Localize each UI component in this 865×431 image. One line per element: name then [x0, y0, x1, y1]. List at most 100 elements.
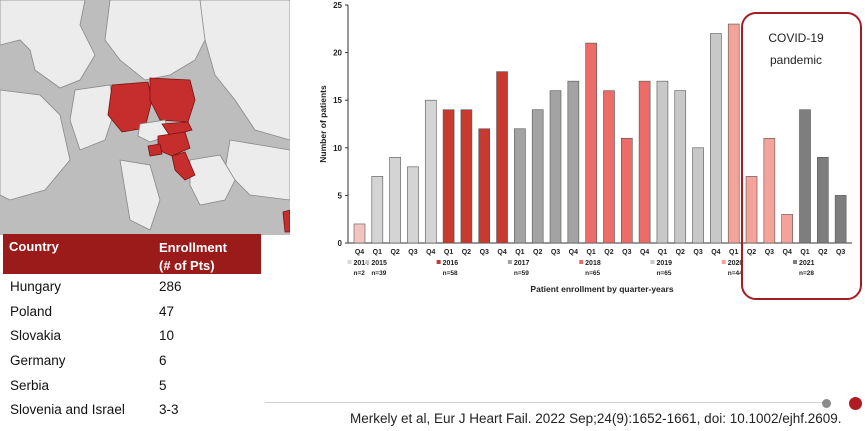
table-header: Country Enrollment (# of Pts): [3, 234, 261, 274]
slide-dot-active[interactable]: [849, 397, 862, 410]
bar: [620, 137, 633, 244]
x-tick-label: Q1: [515, 249, 524, 256]
bar: [478, 128, 491, 244]
year-legend-swatch: [436, 260, 441, 264]
year-legend-swatch: [347, 260, 352, 264]
x-tick-label: Q2: [676, 249, 685, 256]
bar: [549, 90, 562, 244]
bar: [407, 166, 419, 244]
year-legend-n: n=65: [656, 270, 671, 277]
x-tick-label: Q4: [569, 249, 578, 256]
bar: [834, 195, 847, 244]
bar: [674, 90, 687, 244]
year-legend-n: n=58: [443, 270, 458, 277]
year-legend-swatch: [721, 260, 726, 264]
bar: [656, 80, 669, 244]
x-tick-label: Q1: [586, 249, 595, 256]
table-row: Germany 6: [3, 348, 261, 373]
bar: [603, 90, 615, 244]
year-legend-swatch: [507, 260, 512, 264]
cell-country: Poland: [10, 303, 53, 319]
y-tick-label: 0: [338, 239, 343, 248]
year-legend-swatch: [365, 260, 370, 264]
covid-pandemic-box: [741, 12, 862, 300]
x-tick-label: Q3: [693, 249, 702, 256]
x-tick-label: Q1: [729, 249, 738, 256]
header-enrollment-line1: Enrollment: [159, 240, 227, 255]
cell-enrollment: 10: [159, 328, 175, 344]
x-tick-label: Q4: [783, 249, 792, 256]
year-legend-label: 2015: [371, 260, 387, 267]
year-legend-n: n=59: [514, 270, 529, 277]
bar: [514, 128, 526, 244]
bar: [585, 42, 597, 244]
bar: [727, 23, 740, 244]
y-axis-label: Number of patients: [318, 85, 328, 163]
bar: [817, 157, 829, 244]
x-tick-label: Q3: [551, 249, 560, 256]
cell-enrollment: 47: [159, 303, 175, 319]
covid-annotation-line1: COVID-19: [768, 31, 824, 45]
table-row: Slovakia 10: [3, 323, 261, 348]
y-tick-label: 15: [333, 96, 342, 105]
x-tick-label: Q2: [533, 249, 542, 256]
citation: Merkely et al, Eur J Heart Fail. 2022 Se…: [350, 411, 842, 426]
year-legend-label: 2016: [443, 260, 459, 267]
europe-map: [0, 0, 291, 235]
year-legend-swatch: [579, 260, 584, 264]
year-legend-label: 2018: [585, 260, 601, 267]
header-enrollment-line2: (# of Pts): [159, 258, 215, 273]
x-tick-label: Q3: [765, 249, 774, 256]
x-tick-label: Q3: [622, 249, 631, 256]
table-row: Serbia 5: [3, 373, 261, 398]
x-tick-label: Q4: [711, 249, 720, 256]
year-legend-label: 2020: [728, 260, 744, 267]
cell-enrollment: 6: [159, 352, 167, 368]
europe-map-graphic: [0, 0, 291, 235]
year-legend-label: 2019: [656, 260, 672, 267]
x-tick-label: Q1: [373, 249, 382, 256]
x-tick-label: Q2: [747, 249, 756, 256]
x-tick-label: Q2: [818, 249, 827, 256]
year-legend-swatch: [650, 260, 655, 264]
bar: [353, 223, 366, 244]
x-tick-label: Q2: [604, 249, 613, 256]
enrollment-bar-chart: 0 5 10 15 20 25 Number of patients Q4 Q1 Q2 Q3 Q4 Q1…: [318, 1, 862, 300]
cell-country: Slovenia and Israel: [10, 402, 125, 418]
bar: [531, 109, 544, 244]
year-legend-n: n=39: [371, 270, 386, 277]
table-row: Poland 47: [3, 299, 261, 324]
bar: [389, 157, 401, 244]
year-legend-label: 2017: [514, 260, 530, 267]
enrollment-table: Country Enrollment (# of Pts) Hungary 28…: [3, 234, 261, 422]
x-tick-label: Q4: [426, 249, 435, 256]
x-tick-label: Q2: [390, 249, 399, 256]
x-tick-label: Q3: [408, 249, 417, 256]
x-tick-label: Q3: [836, 249, 845, 256]
x-axis-label: Patient enrollment by quarter-years: [530, 284, 673, 294]
x-tick-label: Q1: [800, 249, 809, 256]
cell-enrollment: 3-3: [159, 402, 179, 418]
bar: [496, 71, 508, 244]
covid-annotation-line2: pandemic: [770, 53, 822, 67]
slide-dot-inactive[interactable]: [822, 399, 831, 408]
bar: [442, 109, 455, 244]
x-tick-label: Q4: [640, 249, 649, 256]
bar: [763, 137, 776, 244]
cell-country: Germany: [10, 352, 66, 368]
x-tick-label: Q4: [497, 249, 506, 256]
enrollment-chart-panel: 0 5 10 15 20 25 Number of patients Q4 Q1 Q2 Q3 Q4 Q1…: [312, 0, 865, 300]
year-legend-label: 2021: [799, 260, 815, 267]
cell-country: Slovakia: [10, 328, 62, 344]
year-legend-label: 2014: [354, 260, 370, 267]
year-legend-n: n=28: [799, 270, 814, 277]
year-legend-n: n=2: [354, 270, 366, 277]
bar: [799, 109, 811, 244]
y-tick-label: 20: [333, 49, 342, 58]
y-tick-label: 25: [333, 1, 342, 10]
cell-enrollment: 286: [159, 278, 182, 294]
bar: [371, 176, 384, 244]
bar: [638, 80, 651, 244]
bar: [692, 147, 704, 244]
y-tick-label: 10: [333, 144, 342, 153]
